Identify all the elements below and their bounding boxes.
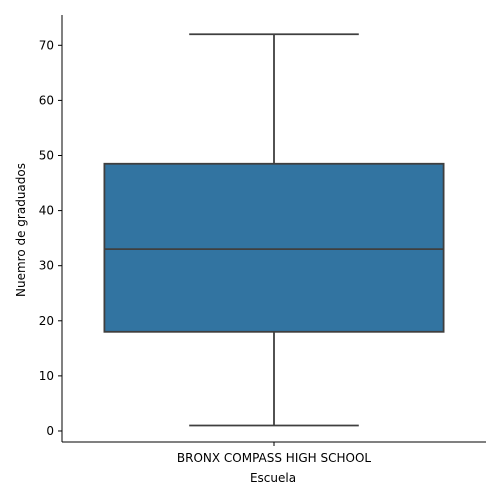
y-tick-label: 20 (39, 314, 54, 328)
y-tick-label: 60 (39, 93, 54, 107)
y-tick-label: 30 (39, 259, 54, 273)
y-tick-label: 10 (39, 369, 54, 383)
y-tick-label: 50 (39, 148, 54, 162)
y-tick-label: 70 (39, 38, 54, 52)
y-axis: 0 10 20 30 40 50 60 70 (39, 15, 63, 442)
iqr-box (103, 162, 445, 333)
y-axis-title: Nuemro de graduados (14, 163, 28, 297)
y-tick-label: 0 (46, 424, 54, 438)
plot-area (103, 33, 445, 427)
x-tick-label: BRONX COMPASS HIGH SCHOOL (177, 451, 372, 465)
x-axis-title: Escuela (250, 471, 296, 485)
y-tick-label: 40 (39, 204, 54, 218)
x-axis: BRONX COMPASS HIGH SCHOOL (62, 441, 486, 465)
